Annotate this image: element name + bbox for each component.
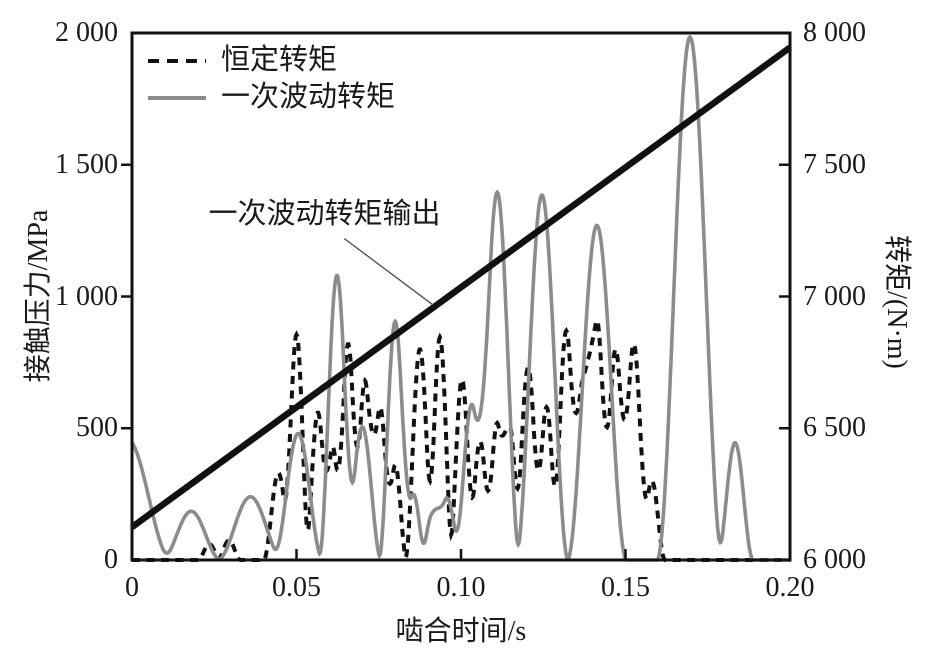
right-axis-tick-label: 6 500 (803, 412, 866, 444)
legend-solid-line-sample (148, 95, 206, 100)
legend-item-label: 恒定转矩 (221, 44, 338, 76)
legend-item: 一次波动转矩 (148, 79, 395, 116)
legend: 恒定转矩 一次波动转矩 (148, 42, 395, 116)
legend-item-label: 一次波动转矩 (221, 81, 396, 113)
right-axis-tick-label: 7 000 (803, 280, 866, 312)
right-axis-tick-label: 6 000 (803, 544, 866, 575)
series-line-fluctuating-torque-pressure (130, 34, 790, 562)
x-axis-tick-label: 0.10 (436, 572, 486, 603)
right-axis-tick-label: 8 000 (803, 17, 866, 48)
annotation-label: 一次波动转矩输出 (208, 197, 441, 230)
left-axis-tick-label: 1 500 (55, 148, 118, 180)
series-line-torque-output-ramp (130, 44, 792, 530)
x-axis-tick-label: 0.15 (601, 572, 650, 603)
right-axis-title: 转矩/(N·m) (881, 235, 912, 369)
annotation-pointer-line (343, 238, 434, 306)
series-line-constant-torque-pressure (132, 318, 790, 564)
x-axis-tick-label: 0.20 (765, 572, 815, 603)
x-axis-title: 啮合时间/s (395, 616, 527, 647)
left-axis-tick-label: 500 (76, 412, 118, 444)
left-axis-tick-label: 2 000 (55, 17, 118, 48)
right-axis-tick-label: 7 500 (803, 148, 866, 180)
left-axis-tick-label: 1 000 (55, 280, 118, 312)
left-axis-tick-label: 0 (104, 544, 118, 575)
x-axis-tick-label: 0 (125, 572, 139, 603)
left-axis-title: 接触压力/MPa (23, 209, 54, 383)
legend-item: 恒定转矩 (148, 42, 395, 79)
x-axis-tick-label: 0.05 (272, 572, 321, 603)
legend-dashed-line-sample (148, 58, 206, 63)
